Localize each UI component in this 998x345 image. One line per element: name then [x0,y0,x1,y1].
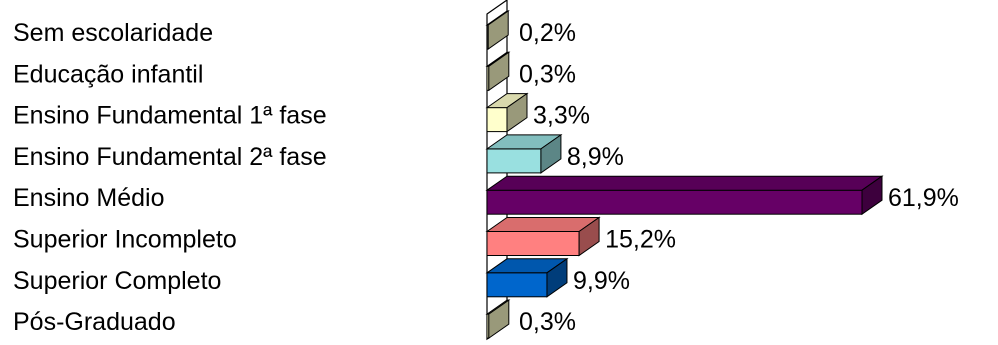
bar-side [861,175,883,216]
value-label: 8,9% [567,143,624,171]
value-label: 3,3% [533,102,590,130]
value-label: 15,2% [605,226,676,254]
bar-6 [485,216,601,257]
category-label: Sem escolaridade [13,19,213,47]
bar-side [488,299,510,340]
bars-layer [485,10,884,340]
category-label: Ensino Fundamental 2ª fase [13,143,327,171]
bar-side [546,257,568,298]
bar-front [486,107,508,133]
bar-2 [485,51,511,92]
bar-front [486,272,548,298]
bar-8 [485,299,511,340]
bar-side [578,216,600,257]
value-label: 0,3% [519,60,576,88]
labels-layer: Sem escolaridade 0,2% Educação infantil 0,3… [13,19,959,336]
bar-7 [485,257,569,298]
category-label: Pós-Graduado [13,308,176,336]
bar-5 [485,175,884,216]
bar-front [486,231,580,256]
value-label: 9,9% [573,267,630,295]
category-label: Superior Incompleto [13,226,237,254]
category-label: Superior Completo [13,267,221,295]
bar-front [486,189,863,215]
bar-side [487,10,509,50]
value-label: 0,2% [519,19,576,47]
bar-4 [485,133,563,174]
bar-1 [485,10,510,50]
bar-side [540,133,562,174]
bar-side [488,51,510,92]
bar-top [485,175,884,191]
bar-front [486,148,542,174]
category-label: Ensino Fundamental 1ª fase [13,102,327,130]
value-label: 61,9% [888,184,959,212]
category-label: Ensino Médio [13,184,164,212]
category-label: Educação infantil [13,60,203,88]
value-label: 0,3% [519,308,576,336]
bar-3 [485,92,529,133]
bar-side [506,92,528,133]
